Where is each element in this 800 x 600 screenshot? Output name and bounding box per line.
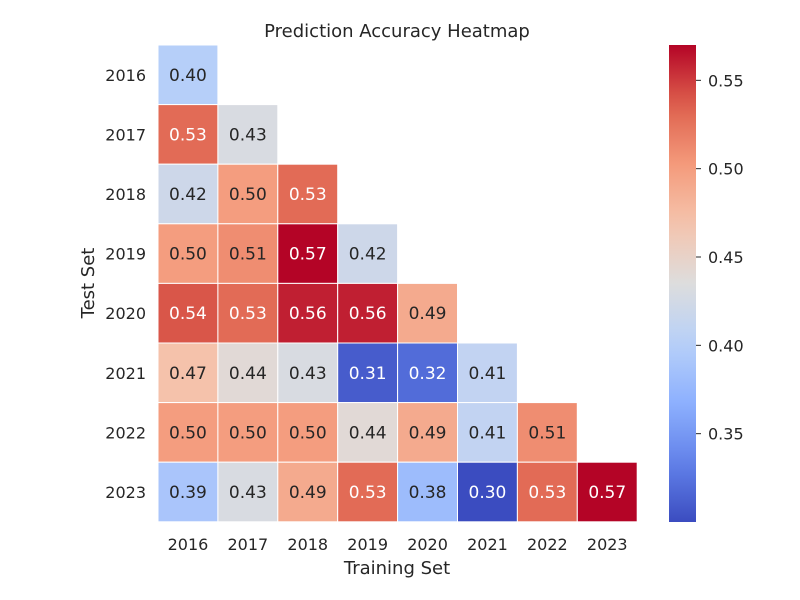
cell-value-label: 0.57 bbox=[588, 483, 626, 503]
cell-value-label: 0.50 bbox=[229, 423, 267, 443]
colorbar-tick-label: 0.55 bbox=[708, 71, 744, 90]
y-tick-label: 2023 bbox=[105, 483, 146, 502]
heatmap-cell bbox=[157, 342, 219, 404]
heatmap-cell bbox=[217, 282, 279, 344]
cell-value-label: 0.38 bbox=[409, 483, 447, 503]
cell-value-label: 0.53 bbox=[349, 483, 387, 503]
y-tick-label: 2021 bbox=[105, 364, 146, 383]
y-tick-label: 2018 bbox=[105, 185, 146, 204]
colorbar-tick-label: 0.50 bbox=[708, 160, 744, 179]
x-tick-label: 2020 bbox=[407, 535, 448, 554]
cell-value-label: 0.53 bbox=[169, 125, 207, 145]
cell-value-label: 0.53 bbox=[528, 483, 566, 503]
heatmap-cell bbox=[217, 342, 279, 404]
cell-value-label: 0.30 bbox=[469, 483, 507, 503]
heatmap-cells bbox=[157, 44, 638, 523]
colorbar bbox=[669, 45, 696, 522]
heatmap-cell bbox=[576, 461, 638, 523]
heatmap-cell bbox=[277, 342, 339, 404]
cell-value-label: 0.44 bbox=[349, 423, 387, 443]
colorbar-tick-label: 0.45 bbox=[708, 248, 744, 267]
cell-value-label: 0.50 bbox=[289, 423, 327, 443]
heatmap-cell bbox=[337, 402, 399, 463]
cell-value-label: 0.53 bbox=[289, 185, 327, 205]
y-tick-label: 2022 bbox=[105, 423, 146, 442]
cell-value-label: 0.50 bbox=[169, 423, 207, 443]
x-tick-label: 2023 bbox=[587, 535, 628, 554]
cell-value-label: 0.41 bbox=[469, 364, 507, 384]
heatmap-cell bbox=[157, 461, 219, 523]
cell-value-label: 0.41 bbox=[469, 423, 507, 443]
cell-value-label: 0.51 bbox=[229, 245, 267, 265]
heatmap-cell bbox=[217, 104, 279, 165]
heatmap-cell bbox=[457, 402, 518, 463]
heatmap-cell bbox=[337, 342, 399, 404]
x-tick-label: 2022 bbox=[527, 535, 568, 554]
cell-value-label: 0.49 bbox=[289, 483, 327, 503]
heatmap-cell bbox=[157, 402, 219, 463]
heatmap-cell bbox=[337, 223, 399, 284]
cell-value-label: 0.42 bbox=[169, 185, 207, 205]
colorbar-ticks: 0.35 0.40 0.45 0.50 0.55 bbox=[696, 71, 744, 444]
x-tick-label: 2018 bbox=[287, 535, 328, 554]
heatmap-cell bbox=[277, 461, 339, 523]
colorbar-tick-label: 0.35 bbox=[708, 425, 744, 444]
cell-value-label: 0.42 bbox=[349, 245, 387, 265]
heatmap-cell bbox=[217, 223, 279, 284]
heatmap-cell bbox=[337, 282, 399, 344]
cell-value-label: 0.39 bbox=[169, 483, 207, 503]
cell-value-label: 0.49 bbox=[409, 304, 447, 324]
x-tick-label: 2021 bbox=[467, 535, 508, 554]
heatmap-cell bbox=[516, 461, 578, 523]
heatmap-cell bbox=[157, 104, 219, 165]
cell-value-label: 0.56 bbox=[289, 304, 327, 324]
y-tick-label: 2019 bbox=[105, 245, 146, 264]
cell-value-label: 0.56 bbox=[349, 304, 387, 324]
cell-value-label: 0.40 bbox=[169, 66, 207, 86]
heatmap-cell bbox=[397, 342, 459, 404]
y-axis-label: Test Set bbox=[78, 248, 99, 320]
cell-value-label: 0.47 bbox=[169, 364, 207, 384]
heatmap-cell bbox=[217, 402, 279, 463]
cell-value-label: 0.53 bbox=[229, 304, 267, 324]
y-tick-label: 2017 bbox=[105, 125, 146, 144]
x-axis-label: Training Set bbox=[343, 558, 450, 579]
heatmap-cell bbox=[157, 44, 219, 106]
cell-value-label: 0.54 bbox=[169, 304, 207, 324]
x-tick-label: 2019 bbox=[347, 535, 388, 554]
heatmap-cell bbox=[277, 163, 339, 225]
cell-value-label: 0.51 bbox=[528, 423, 566, 443]
cell-value-label: 0.44 bbox=[229, 364, 267, 384]
cell-value-label: 0.50 bbox=[169, 245, 207, 265]
y-tick-label: 2016 bbox=[105, 66, 146, 85]
cell-value-label: 0.43 bbox=[229, 483, 267, 503]
cell-value-label: 0.43 bbox=[289, 364, 327, 384]
cell-value-label: 0.32 bbox=[409, 364, 447, 384]
y-tick-label: 2020 bbox=[105, 304, 146, 323]
cell-value-label: 0.31 bbox=[349, 364, 387, 384]
x-tick-labels: 2016 2017 2018 2019 2020 2021 2022 2023 bbox=[168, 535, 628, 554]
cell-value-label: 0.57 bbox=[289, 245, 327, 265]
x-tick-label: 2016 bbox=[168, 535, 209, 554]
cell-value-label: 0.50 bbox=[229, 185, 267, 205]
heatmap-cell bbox=[516, 402, 578, 463]
heatmap-cell bbox=[457, 461, 518, 523]
cell-value-label: 0.49 bbox=[409, 423, 447, 443]
heatmap-cell bbox=[457, 342, 518, 404]
heatmap-cell-labels: 0.40 0.53 0.43 0.42 0.50 0.53 0.50 0.51 0.57 0.42… bbox=[169, 66, 626, 503]
y-tick-labels: 2016 2017 2018 2019 2020 2021 2022 2023 bbox=[105, 66, 146, 502]
colorbar-tick-label: 0.40 bbox=[708, 336, 744, 355]
chart-title: Prediction Accuracy Heatmap bbox=[264, 21, 530, 42]
cell-value-label: 0.43 bbox=[229, 125, 267, 145]
x-tick-label: 2017 bbox=[227, 535, 268, 554]
